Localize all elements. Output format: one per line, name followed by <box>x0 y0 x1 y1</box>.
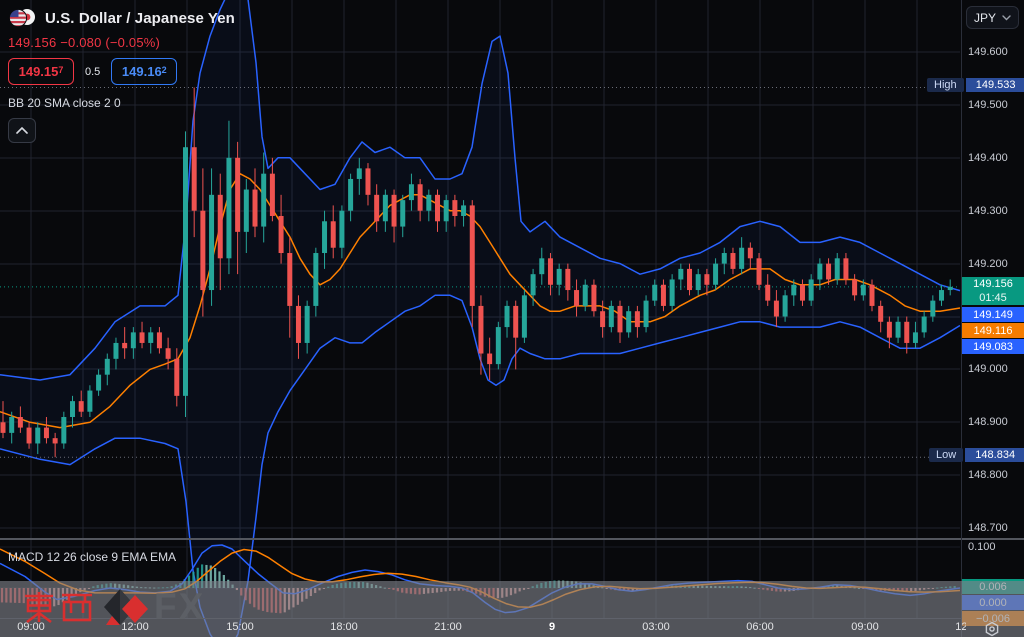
price-axis-border <box>961 0 962 637</box>
currency-selector-dropdown[interactable]: JPY <box>966 6 1019 29</box>
chevron-up-icon <box>16 126 28 134</box>
price-axis-label: 149.300 <box>968 205 1008 217</box>
price-axis-label: 149.600 <box>968 46 1008 58</box>
time-axis-label: 18:00 <box>330 621 358 633</box>
sell-bid-button[interactable]: 149.15 7 <box>8 58 74 85</box>
tozai-fx-watermark: FX <box>22 586 205 628</box>
pane-separator[interactable] <box>0 538 1024 540</box>
price-change-pct: (−0.05%) <box>105 35 161 50</box>
time-axis[interactable]: 09:00 12:00 15:00 18:00 21:00 9 03:00 06:00 09:0… <box>0 619 966 637</box>
time-axis-label: 03:00 <box>642 621 670 633</box>
time-axis-label: 15:00 <box>226 621 254 633</box>
price-axis-label: 149.000 <box>968 363 1008 375</box>
time-axis-label: 09:00 <box>17 621 45 633</box>
price-change: −0.080 <box>60 35 102 50</box>
symbol-title[interactable]: U.S. Dollar / Japanese Yen <box>45 9 235 27</box>
time-axis-label: 9 <box>548 621 556 633</box>
time-axis-label: 06:00 <box>746 621 774 633</box>
collapse-legend-button[interactable] <box>8 118 36 143</box>
buy-ask-button[interactable]: 149.16 2 <box>111 58 178 85</box>
bb-indicator-legend[interactable]: BB 20 SMA close 2 0 <box>8 96 121 110</box>
price-axis-label: 149.500 <box>968 99 1008 111</box>
session-high-badge: High 149.533 <box>927 78 1024 92</box>
macd-indicator-legend[interactable]: MACD 12 26 close 9 EMA EMA <box>8 550 177 564</box>
price-axis-label: 148.800 <box>968 469 1008 481</box>
time-axis-settings-gear-icon[interactable] <box>984 621 1000 637</box>
time-axis-label: 09:00 <box>851 621 879 633</box>
diamond-logo-icon <box>104 589 148 625</box>
price-axis-label: 149.200 <box>968 258 1008 270</box>
time-axis-label: 12:00 <box>955 621 966 633</box>
price-chip: 149.156 01:45 <box>962 277 1024 305</box>
currency-pair-icon <box>8 8 38 28</box>
tozai-cjk-logo <box>25 592 92 624</box>
session-low-badge: Low 148.834 <box>929 448 1024 462</box>
watermark-fx-text: FX <box>154 586 206 627</box>
time-axis-label: 12:00 <box>121 621 149 633</box>
macd-scale-label: 0.100 <box>968 541 996 553</box>
spread-value: 0.5 <box>85 65 101 78</box>
time-axis-label: 21:00 <box>434 621 462 633</box>
last-price-row: 149.156 −0.080 (−0.05%) <box>8 35 235 50</box>
price-chip: 149.149 <box>962 307 1024 322</box>
price-chip: 149.116 <box>962 323 1024 338</box>
watermark-band <box>0 581 1024 637</box>
chevron-down-icon <box>1002 14 1011 20</box>
price-axis-label: 148.900 <box>968 416 1008 428</box>
price-chip: 149.083 <box>962 339 1024 354</box>
price-axis-label: 149.400 <box>968 152 1008 164</box>
last-price: 149.156 <box>8 35 57 50</box>
price-axis-label: 148.700 <box>968 522 1008 534</box>
chart-plot-area[interactable] <box>0 0 961 637</box>
